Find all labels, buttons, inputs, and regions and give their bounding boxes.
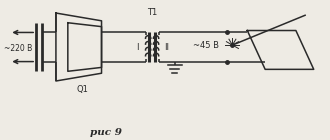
Text: Q1: Q1 (77, 85, 89, 94)
Text: T1: T1 (147, 8, 157, 17)
Text: ~45 В: ~45 В (193, 41, 219, 50)
Text: II: II (164, 43, 169, 52)
Text: ~220 В: ~220 В (4, 45, 33, 53)
Text: рис 9: рис 9 (89, 128, 121, 137)
Text: I: I (136, 43, 139, 52)
